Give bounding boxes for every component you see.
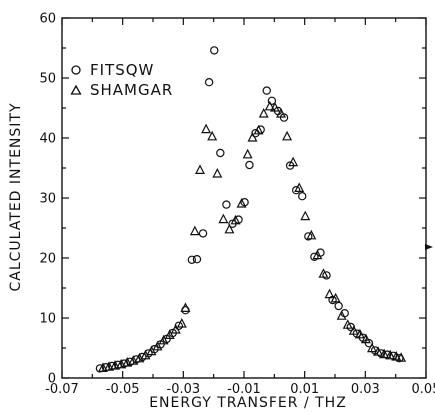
data-points: [95, 46, 407, 373]
x-axis-label: ENERGY TRANSFER / THZ: [149, 395, 347, 411]
point-shamgar: [180, 302, 191, 312]
point-fitsqw: [334, 301, 343, 311]
point-shamgar: [276, 107, 286, 118]
legend-marker-shamgar: [70, 84, 82, 95]
point-fitsqw: [192, 255, 202, 264]
point-shamgar: [195, 164, 206, 174]
legend-label-shamgar: SHAMGAR: [90, 81, 173, 99]
x-tick-label: -0.03: [167, 382, 201, 397]
point-fitsqw: [204, 77, 214, 87]
y-axis-label: CALCULATED INTENSITY: [8, 102, 24, 291]
point-fitsqw: [222, 200, 231, 209]
legend-label-fitsqw: FITSQW: [90, 61, 154, 79]
point-shamgar: [201, 123, 212, 134]
point-shamgar: [282, 130, 293, 141]
point-shamgar: [269, 101, 280, 112]
point-fitsqw: [187, 255, 197, 264]
point-shamgar: [110, 359, 121, 370]
x-tick-label: -0.07: [45, 382, 79, 397]
point-shamgar: [242, 148, 253, 159]
point-shamgar: [318, 268, 329, 278]
point-fitsqw: [216, 148, 225, 158]
point-shamgar: [207, 130, 218, 141]
point-shamgar: [342, 319, 353, 329]
point-shamgar: [218, 213, 229, 224]
point-shamgar: [152, 340, 163, 351]
legend: FITSQW SHAMGAR: [70, 61, 173, 99]
point-fitsqw: [310, 252, 319, 261]
point-shamgar: [312, 249, 323, 260]
point-shamgar: [176, 317, 187, 328]
point-shamgar: [294, 182, 305, 192]
point-shamgar: [146, 345, 157, 356]
x-tick-label: -0.01: [227, 382, 261, 397]
y-tick-label: 50: [39, 72, 56, 87]
tick-labels: -0.07 -0.05 -0.03 -0.01 0.01 0.03 0.05 0 10 20 30 4…: [39, 12, 435, 398]
point-fitsqw: [322, 271, 331, 280]
y-tick-label: 0: [48, 372, 56, 387]
point-shamgar: [385, 349, 396, 360]
point-shamgar: [212, 167, 223, 178]
x-tick-label: 0.01: [290, 382, 319, 397]
point-shamgar: [128, 355, 139, 365]
point-shamgar: [258, 107, 269, 118]
point-shamgar: [264, 100, 275, 111]
point-shamgar: [170, 323, 181, 334]
point-fitsqw: [304, 232, 313, 241]
point-shamgar: [360, 333, 371, 344]
point-fitsqw: [262, 86, 271, 95]
point-fitsqw: [298, 191, 307, 201]
point-shamgar: [330, 292, 341, 303]
point-shamgar: [324, 288, 335, 299]
point-shamgar: [300, 210, 311, 221]
point-shamgar: [288, 156, 299, 167]
point-shamgar: [97, 362, 108, 372]
point-fitsqw: [210, 46, 219, 55]
ticks: [61, 17, 427, 379]
x-tick-label: 0.05: [412, 382, 435, 397]
point-fitsqw: [267, 96, 277, 106]
point-shamgar: [164, 329, 175, 339]
point-shamgar: [116, 358, 127, 369]
point-fitsqw: [198, 229, 208, 238]
point-shamgar: [189, 225, 200, 236]
point-shamgar: [253, 124, 264, 135]
point-shamgar: [224, 223, 235, 234]
point-fitsqw: [245, 160, 254, 170]
point-shamgar: [236, 197, 247, 208]
point-shamgar: [104, 361, 115, 371]
legend-marker-fitsqw: [71, 65, 81, 75]
point-shamgar: [247, 131, 258, 142]
point-shamgar: [391, 350, 402, 361]
y-tick-label: 40: [39, 132, 56, 147]
x-tick-label: 0.03: [351, 382, 380, 397]
point-shamgar: [158, 334, 169, 345]
point-shamgar: [379, 348, 390, 359]
point-fitsqw: [291, 185, 301, 195]
point-shamgar: [354, 328, 365, 339]
y-tick-label: 60: [39, 12, 56, 27]
y-tick-label: 30: [39, 192, 56, 207]
point-shamgar: [230, 214, 241, 225]
point-shamgar: [306, 229, 317, 240]
point-shamgar: [373, 346, 384, 356]
y-tick-label: 20: [39, 252, 56, 267]
point-shamgar: [336, 310, 347, 320]
point-shamgar: [122, 356, 133, 367]
y-tick-label: 10: [39, 312, 56, 327]
point-shamgar: [348, 325, 359, 335]
point-shamgar: [367, 342, 377, 353]
x-tick-label: -0.05: [106, 382, 140, 397]
right-edge-marker: [425, 244, 433, 250]
point-shamgar: [396, 352, 407, 362]
